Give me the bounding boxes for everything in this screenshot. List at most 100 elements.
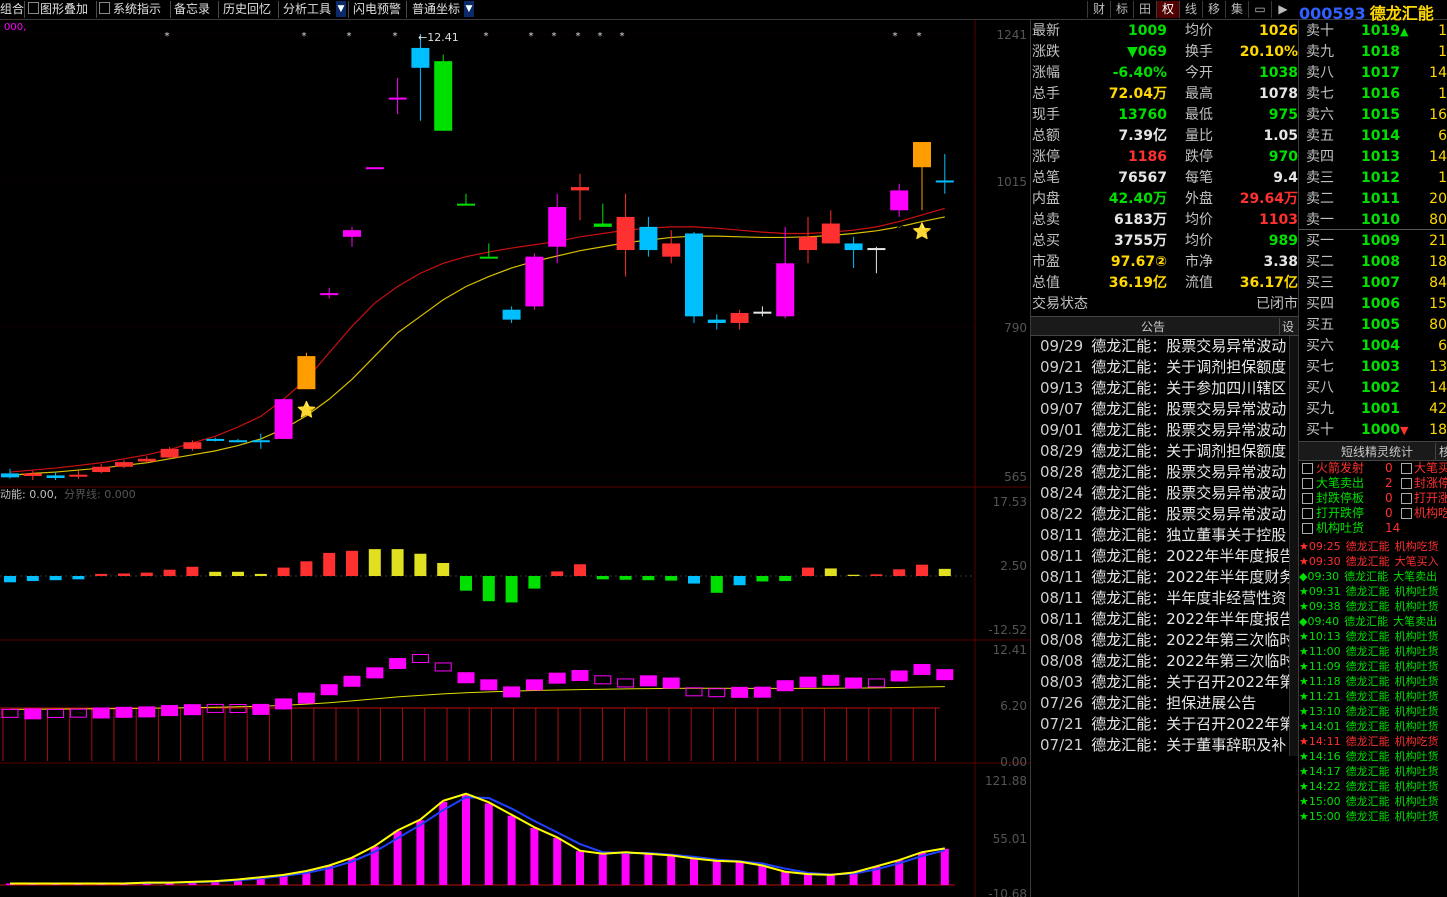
stat-checkbox[interactable]	[1401, 463, 1412, 474]
notice-item[interactable]: 07/21 德龙汇能：关于召开2022年第	[1031, 714, 1289, 735]
alert-row[interactable]: ★11:21 德龙汇能 机构吐货	[1299, 689, 1447, 704]
toolbar-history-button[interactable]: 历史回忆	[223, 2, 272, 16]
notice-item[interactable]: 08/08 德龙汇能：2022年第三次临时	[1031, 651, 1289, 672]
toolbar-right-button[interactable]: 田	[1133, 1, 1156, 18]
alert-row[interactable]: ★09:25 德龙汇能 机构吃货	[1299, 539, 1447, 554]
orderbook-row[interactable]: 买八 1002 14	[1299, 378, 1447, 399]
alert-row[interactable]: ◆09:40 德龙汇能 大笔卖出	[1299, 614, 1447, 629]
orderbook-row[interactable]: 买九 1001 42	[1299, 399, 1447, 420]
toolbar-right-button[interactable]: 线	[1179, 1, 1202, 18]
toolbar-overlay-button[interactable]: 图形叠加	[40, 2, 89, 16]
orderbook-row[interactable]: 卖五 1014 6	[1299, 126, 1447, 147]
toolbar-right-button[interactable]: 集	[1225, 1, 1248, 18]
overlay-icon[interactable]	[28, 2, 39, 14]
notice-item[interactable]: 08/29 德龙汇能：关于调剂担保额度	[1031, 441, 1289, 462]
notice-settings-button[interactable]: 设	[1278, 318, 1296, 335]
toolbar-right-button[interactable]: 移	[1202, 1, 1225, 18]
alert-row[interactable]: ★15:00 德龙汇能 机构吐货	[1299, 809, 1447, 824]
notice-item[interactable]: 07/21 德龙汇能：关于董事辞职及补	[1031, 735, 1289, 756]
stats-tab[interactable]: 核	[1435, 443, 1447, 460]
stat-row[interactable]: 大笔卖出 2 封涨停	[1299, 476, 1447, 491]
notice-item[interactable]: 08/24 德龙汇能：股票交易异常波动	[1031, 483, 1289, 504]
toolbar-memo-button[interactable]: 备忘录	[174, 2, 211, 16]
notice-item[interactable]: 09/01 德龙汇能：股票交易异常波动	[1031, 420, 1289, 441]
notice-item[interactable]: 08/11 德龙汇能：2022年半年度报告	[1031, 546, 1289, 567]
orderbook-row[interactable]: 卖三 1012 1	[1299, 168, 1447, 189]
orderbook-row[interactable]: 买六 1004 6	[1299, 336, 1447, 357]
notice-item[interactable]: 08/03 德龙汇能：关于召开2022年第	[1031, 672, 1289, 693]
toolbar-right-button[interactable]: 标	[1110, 1, 1133, 18]
stat-checkbox[interactable]	[1401, 493, 1412, 504]
orderbook-row[interactable]: 买五 1005 80	[1299, 315, 1447, 336]
alert-row[interactable]: ★14:16 德龙汇能 机构吐货	[1299, 749, 1447, 764]
stats-header-title[interactable]: 短线精灵统计	[1341, 445, 1414, 459]
orderbook-row[interactable]: 买十 1000 ▼ 18	[1299, 420, 1447, 441]
chevron-down-icon[interactable]: ▼	[336, 1, 346, 17]
orderbook-row[interactable]: 买一 1009 21	[1299, 231, 1447, 252]
toolbar-right-button[interactable]: ▶	[1271, 1, 1294, 18]
orderbook-row[interactable]: 卖六 1015 16	[1299, 105, 1447, 126]
lock-icon[interactable]	[99, 2, 110, 14]
notice-item[interactable]: 09/21 德龙汇能：关于调剂担保额度	[1031, 357, 1289, 378]
toolbar-coordinate-button[interactable]: 普通坐标	[412, 2, 461, 16]
orderbook-row[interactable]: 卖四 1013 14	[1299, 147, 1447, 168]
stat-row[interactable]: 机构吐货 14	[1299, 521, 1447, 536]
alert-row[interactable]: ★14:22 德龙汇能 机构吐货	[1299, 779, 1447, 794]
toolbar-analysis-tools-button[interactable]: 分析工具	[283, 2, 332, 16]
toolbar-right-button[interactable]: 财	[1087, 1, 1110, 18]
notice-item[interactable]: 09/13 德龙汇能：关于参加四川辖区	[1031, 378, 1289, 399]
alert-row[interactable]: ★14:17 德龙汇能 机构吐货	[1299, 764, 1447, 779]
toolbar-system-indicator-button[interactable]: 系统指示	[113, 2, 162, 16]
notice-item[interactable]: 08/11 德龙汇能：2022年半年度报告	[1031, 609, 1289, 630]
stat-checkbox[interactable]	[1302, 478, 1313, 489]
alert-row[interactable]: ★11:09 德龙汇能 机构吐货	[1299, 659, 1447, 674]
notice-scrollbar[interactable]	[1289, 336, 1298, 756]
alert-row[interactable]: ★11:18 德龙汇能 机构吐货	[1299, 674, 1447, 689]
stat-checkbox[interactable]	[1302, 493, 1313, 504]
toolbar-right-button[interactable]: 权	[1156, 1, 1179, 18]
orderbook-row[interactable]: 卖七 1016 1	[1299, 84, 1447, 105]
notice-item[interactable]: 08/22 德龙汇能：股票交易异常波动	[1031, 504, 1289, 525]
notice-item[interactable]: 08/11 德龙汇能：半年度非经营性资	[1031, 588, 1289, 609]
orderbook-row[interactable]: 买四 1006 15	[1299, 294, 1447, 315]
notice-item[interactable]: 08/28 德龙汇能：股票交易异常波动	[1031, 462, 1289, 483]
alert-row[interactable]: ★15:00 德龙汇能 机构吐货	[1299, 794, 1447, 809]
orderbook-row[interactable]: 买七 1003 13	[1299, 357, 1447, 378]
orderbook-row[interactable]: 卖九 1018 1	[1299, 42, 1447, 63]
alert-row[interactable]: ★09:38 德龙汇能 机构吐货	[1299, 599, 1447, 614]
orderbook-row[interactable]: 买二 1008 18	[1299, 252, 1447, 273]
orderbook-row[interactable]: 卖十 1019 ▲ 1	[1299, 21, 1447, 42]
orderbook-row[interactable]: 买三 1007 84	[1299, 273, 1447, 294]
orderbook-row[interactable]: 卖二 1011 20	[1299, 189, 1447, 210]
stat-checkbox[interactable]	[1302, 523, 1313, 534]
notice-item[interactable]: 08/11 德龙汇能：独立董事关于控股	[1031, 525, 1289, 546]
alert-row[interactable]: ★09:31 德龙汇能 机构吐货	[1299, 584, 1447, 599]
stat-checkbox[interactable]	[1401, 478, 1412, 489]
alert-row[interactable]: ★09:30 德龙汇能 大笔买入	[1299, 554, 1447, 569]
orderbook-row[interactable]: 卖一 1010 80	[1299, 210, 1447, 231]
notice-item[interactable]: 08/08 德龙汇能：2022年第三次临时	[1031, 630, 1289, 651]
alert-row[interactable]: ★14:01 德龙汇能 机构吐货	[1299, 719, 1447, 734]
toolbar-combine-button[interactable]: 组合	[0, 2, 25, 16]
kline-chart[interactable]: 1241 1015 790 565 17.53 2.50 -12.52 12.41 6.20 0.…	[0, 20, 1031, 897]
alert-row[interactable]: ★13:10 德龙汇能 机构吐货	[1299, 704, 1447, 719]
stat-checkbox[interactable]	[1302, 508, 1313, 519]
alert-row[interactable]: ★11:00 德龙汇能 机构吐货	[1299, 644, 1447, 659]
stat-checkbox[interactable]	[1401, 508, 1412, 519]
alert-row[interactable]: ◆09:30 德龙汇能 大笔卖出	[1299, 569, 1447, 584]
stat-row[interactable]: 封跌停板 0 打开涨	[1299, 491, 1447, 506]
alert-row[interactable]: ★14:11 德龙汇能 机构吃货	[1299, 734, 1447, 749]
stat-checkbox[interactable]	[1302, 463, 1313, 474]
chevron-down-icon[interactable]: ▼	[464, 1, 474, 17]
notice-item[interactable]: 09/29 德龙汇能：股票交易异常波动	[1031, 336, 1289, 357]
stat-row[interactable]: 打开跌停 0 机构吃	[1299, 506, 1447, 521]
stat-row[interactable]: 火箭发射 0 大笔买	[1299, 461, 1447, 476]
notice-item[interactable]: 07/26 德龙汇能：担保进展公告	[1031, 693, 1289, 714]
notice-item[interactable]: 09/07 德龙汇能：股票交易异常波动	[1031, 399, 1289, 420]
alert-row[interactable]: ★10:13 德龙汇能 机构吐货	[1299, 629, 1447, 644]
notice-item[interactable]: 08/11 德龙汇能：2022年半年度财务	[1031, 567, 1289, 588]
notice-header-title: 公告	[1141, 320, 1166, 334]
orderbook-row[interactable]: 卖八 1017 14	[1299, 63, 1447, 84]
toolbar-right-button[interactable]: ▭	[1248, 1, 1271, 18]
toolbar-flash-alert-button[interactable]: 闪电预警	[353, 2, 402, 16]
